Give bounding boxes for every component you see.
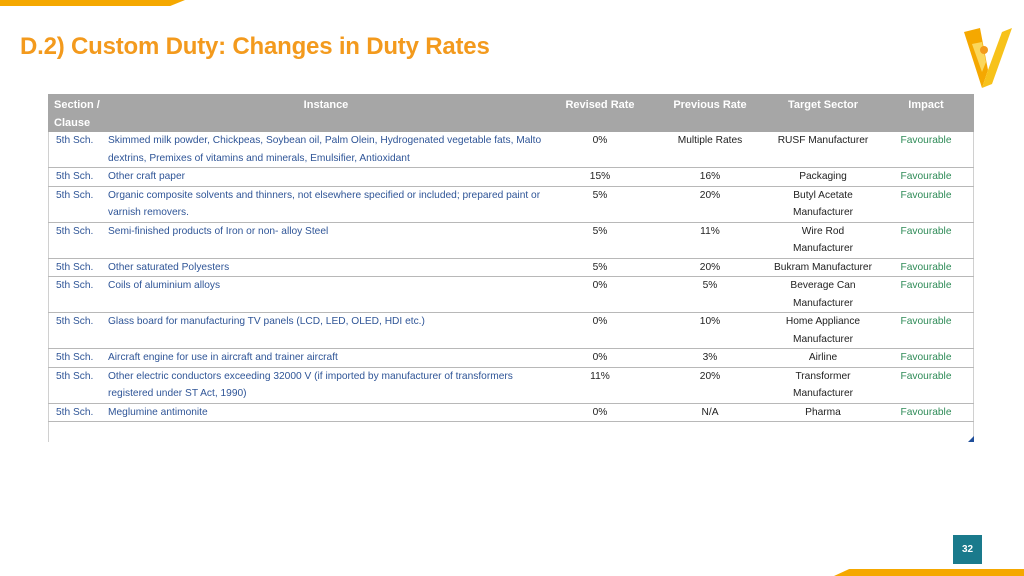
cell-section: 5th Sch.	[48, 348, 104, 368]
cell-section: 5th Sch.	[48, 132, 104, 168]
cell-impact: Favourable	[878, 186, 974, 223]
cell-previous-rate: N/A	[652, 403, 768, 422]
cell-section: 5th Sch.	[48, 312, 104, 349]
cell-impact: Favourable	[878, 367, 974, 404]
cell-target-sector: Beverage Can Manufacturer	[768, 276, 878, 313]
cell-section: 5th Sch.	[48, 222, 104, 259]
cell-impact: Favourable	[878, 348, 974, 368]
cell-instance: Aircraft engine for use in aircraft and …	[104, 348, 548, 368]
cell-impact: Favourable	[878, 258, 974, 277]
cell-impact: Favourable	[878, 403, 974, 422]
top-accent-stripe	[0, 0, 185, 6]
cell-previous-rate: Multiple Rates	[652, 132, 768, 168]
cell-previous-rate: 5%	[652, 276, 768, 313]
table-row: 5th Sch. Aircraft engine for use in aircr…	[48, 348, 974, 368]
table-row: 5th Sch. Coils of aluminium alloys 0% 5% Bev…	[48, 276, 974, 313]
cell-section: 5th Sch.	[48, 403, 104, 422]
cell-previous-rate: 20%	[652, 186, 768, 223]
cell-section: 5th Sch.	[48, 367, 104, 404]
table-row: 5th Sch. Other craft paper 15% 16% Packaging…	[48, 167, 974, 187]
cell-target-sector: Airline	[768, 348, 878, 368]
cell-revised-rate: 5%	[548, 258, 652, 277]
header-revised-rate: Revised Rate	[548, 94, 652, 132]
cell-instance: Other craft paper	[104, 167, 548, 187]
cell-target-sector: Packaging	[768, 167, 878, 187]
cell-section: 5th Sch.	[48, 167, 104, 187]
cell-revised-rate: 5%	[548, 222, 652, 259]
table-row: 5th Sch. Semi-finished products of Iron o…	[48, 222, 974, 259]
cell-target-sector: Transformer Manufacturer	[768, 367, 878, 404]
cell-target-sector: Butyl Acetate Manufacturer	[768, 186, 878, 223]
table-row: 5th Sch. Glass board for manufacturing TV…	[48, 312, 974, 349]
cell-instance: Organic composite solvents and thinners,…	[104, 186, 548, 223]
cell-impact: Favourable	[878, 167, 974, 187]
cell-impact: Favourable	[878, 222, 974, 259]
cell-section: 5th Sch.	[48, 276, 104, 313]
cell-revised-rate: 0%	[548, 132, 652, 168]
cell-target-sector: Wire Rod Manufacturer	[768, 222, 878, 259]
cell-previous-rate: 10%	[652, 312, 768, 349]
cell-previous-rate: 20%	[652, 367, 768, 404]
cell-instance: Other saturated Polyesters	[104, 258, 548, 277]
cell-impact: Favourable	[878, 132, 974, 168]
cell-target-sector: Pharma	[768, 403, 878, 422]
header-instance: Instance	[104, 94, 548, 132]
table-row: 5th Sch. Other electric conductors exceed…	[48, 367, 974, 404]
cell-target-sector: Home Appliance Manufacturer	[768, 312, 878, 349]
cell-previous-rate: 16%	[652, 167, 768, 187]
table-row: 5th Sch. Meglumine antimonite 0% N/A Pharma F…	[48, 403, 974, 422]
cell-previous-rate: 3%	[652, 348, 768, 368]
table-header-row: Section / Clause Instance Revised Rate P…	[48, 94, 974, 132]
table-body: 5th Sch. Skimmed milk powder, Chickpeas, …	[48, 132, 974, 422]
bottom-accent-stripe	[834, 569, 1024, 576]
cell-revised-rate: 5%	[548, 186, 652, 223]
cell-section: 5th Sch.	[48, 186, 104, 223]
cell-impact: Favourable	[878, 312, 974, 349]
cell-instance: Meglumine antimonite	[104, 403, 548, 422]
v-check-logo-icon	[964, 28, 1012, 88]
duty-rates-table: Section / Clause Instance Revised Rate P…	[48, 94, 974, 422]
cell-revised-rate: 15%	[548, 167, 652, 187]
cell-revised-rate: 11%	[548, 367, 652, 404]
cell-instance: Coils of aluminium alloys	[104, 276, 548, 313]
page-title: D.2) Custom Duty: Changes in Duty Rates	[20, 33, 490, 60]
cell-revised-rate: 0%	[548, 276, 652, 313]
header-previous-rate: Previous Rate	[652, 94, 768, 132]
table-row: 5th Sch. Organic composite solvents and t…	[48, 186, 974, 223]
cell-instance: Skimmed milk powder, Chickpeas, Soybean …	[104, 132, 548, 168]
cell-instance: Glass board for manufacturing TV panels …	[104, 312, 548, 349]
header-impact: Impact	[878, 94, 974, 132]
cell-revised-rate: 0%	[548, 348, 652, 368]
header-target-sector: Target Sector	[768, 94, 878, 132]
cell-instance: Semi-finished products of Iron or non- a…	[104, 222, 548, 259]
header-section: Section / Clause	[48, 94, 104, 132]
cell-target-sector: RUSF Manufacturer	[768, 132, 878, 168]
table-row: 5th Sch. Other saturated Polyesters 5% 20% B…	[48, 258, 974, 277]
cell-section: 5th Sch.	[48, 258, 104, 277]
cell-previous-rate: 20%	[652, 258, 768, 277]
cell-instance: Other electric conductors exceeding 3200…	[104, 367, 548, 404]
cell-revised-rate: 0%	[548, 312, 652, 349]
table-row: 5th Sch. Skimmed milk powder, Chickpeas, …	[48, 132, 974, 168]
page-number-badge: 32	[953, 535, 982, 564]
table-corner-marker	[968, 436, 974, 442]
cell-previous-rate: 11%	[652, 222, 768, 259]
cell-revised-rate: 0%	[548, 403, 652, 422]
cell-impact: Favourable	[878, 276, 974, 313]
cell-target-sector: Bukram Manufacturer	[768, 258, 878, 277]
